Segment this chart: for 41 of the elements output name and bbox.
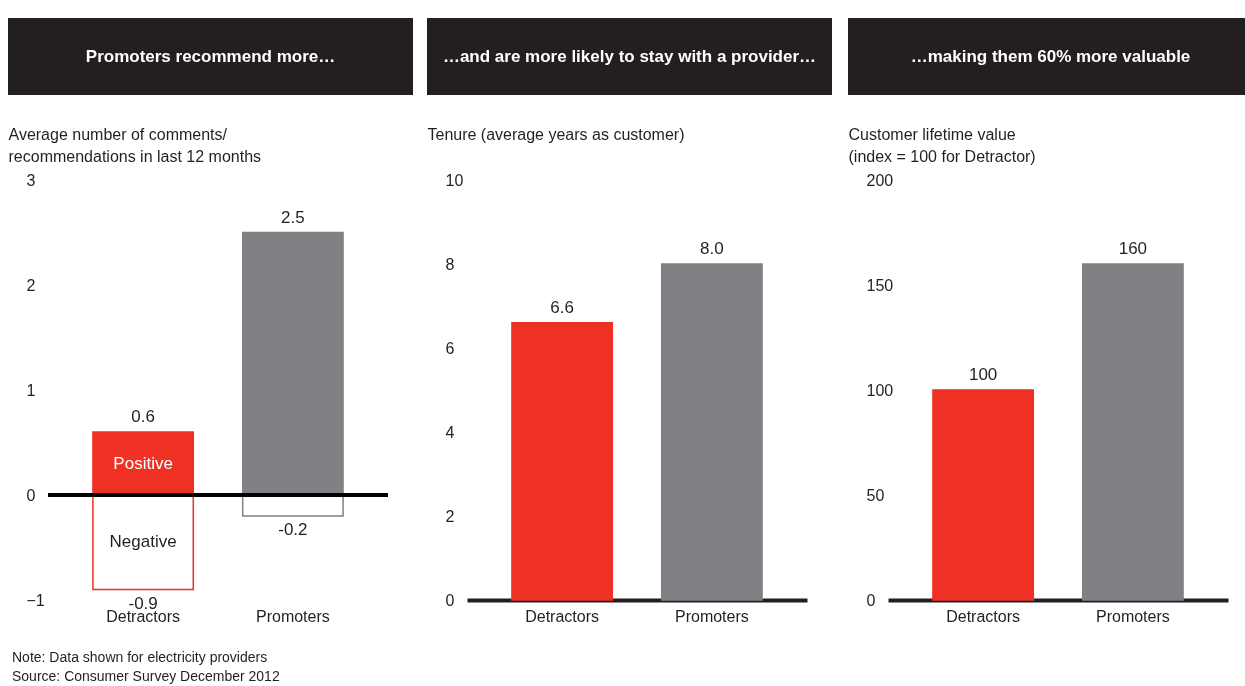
y-axis-title: Average number of comments/ recommendations in last 12 months — [8, 125, 262, 165]
x-tick-label: Promoters — [674, 607, 749, 625]
y-tick-label: 1 — [26, 381, 36, 399]
y-tick-label: 0 — [26, 486, 36, 504]
y-axis-title: Customer lifetime value (index = 100 for Detractor) — [848, 125, 1036, 165]
data-label: 100 — [968, 365, 998, 384]
x-tick-label: Promoters — [255, 607, 330, 625]
y-tick-label: 2 — [445, 507, 455, 525]
y-tick-label: −1 — [26, 591, 45, 609]
y-tick-label: 0 — [866, 591, 876, 609]
chart-title: …and are more likely to stay with a provider… — [427, 18, 832, 95]
y-tick-label: 4 — [445, 423, 455, 441]
x-tick-label: Detractors — [946, 607, 1021, 625]
y-tick-label: 150 — [866, 276, 894, 294]
data-label: 6.6 — [550, 297, 574, 317]
bar — [241, 231, 344, 496]
data-label: 0.6 — [131, 407, 155, 426]
y-tick-label: 2 — [26, 276, 36, 294]
bar — [92, 494, 195, 591]
bar — [92, 431, 195, 496]
y-tick-label: 3 — [26, 171, 36, 189]
y-tick-label: 8 — [445, 255, 455, 273]
y-tick-label: 50 — [866, 486, 885, 504]
y-tick-label: 6 — [445, 339, 455, 357]
text: Note: Data shown for electricity providers — [12, 648, 269, 667]
data-label: -0.2 — [278, 520, 308, 539]
data-label: 8.0 — [700, 239, 724, 258]
y-tick-label: 100 — [866, 381, 894, 399]
y-tick-label: 0 — [445, 591, 455, 609]
series-label: Negative — [109, 532, 177, 552]
y-axis-title: Tenure (average years as customer) — [427, 125, 685, 143]
x-tick-label: Detractors — [525, 607, 600, 625]
x-tick-label: Promoters — [1095, 607, 1170, 625]
chart-title: …making them 60% more valuable — [848, 18, 1245, 95]
data-label: 160 — [1118, 239, 1148, 258]
chart-title: Promoters recommend more… — [8, 18, 413, 95]
y-tick-label: 10 — [445, 171, 464, 189]
series-label: Positive — [113, 453, 173, 473]
source-note: Source: Consumer Survey December 2012 — [12, 667, 280, 686]
y-tick-label: 200 — [866, 171, 894, 189]
data-label: 2.5 — [281, 207, 305, 227]
